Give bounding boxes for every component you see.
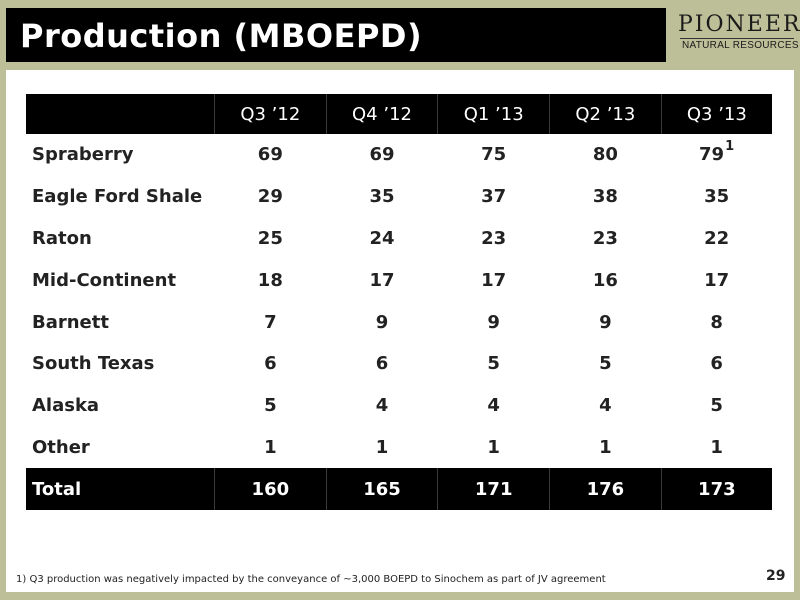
table-cell: 5 bbox=[487, 353, 500, 375]
total-row: Total 160 165 171 176 173 bbox=[26, 468, 772, 511]
total-label: Total bbox=[32, 478, 82, 500]
table-cell: 69 bbox=[257, 144, 283, 166]
total-cell: 176 bbox=[549, 468, 662, 511]
column-header: Q1 ’13 bbox=[437, 94, 550, 134]
total-cell: 160 bbox=[214, 468, 327, 511]
title-bar: Production (MBOEPD) bbox=[6, 8, 666, 62]
row-label: Eagle Ford Shale bbox=[32, 186, 203, 208]
table-row: Barnett 7 9 9 9 8 bbox=[26, 301, 772, 343]
table-cell: 5 bbox=[710, 395, 723, 417]
table-row: Other 1 1 1 1 1 bbox=[26, 427, 772, 469]
logo-subtitle: NATURAL RESOURCES bbox=[682, 40, 799, 51]
table-cell: 9 bbox=[487, 311, 500, 333]
table-cell-value: 79 bbox=[699, 144, 725, 166]
row-label: Barnett bbox=[32, 311, 109, 333]
table-cell: 7 bbox=[264, 311, 277, 333]
table-row: Alaska 5 4 4 4 5 bbox=[26, 385, 772, 427]
table-row: Mid-Continent 18 17 17 16 17 bbox=[26, 259, 772, 301]
table-cell: 1 bbox=[487, 436, 500, 458]
table-cell: 1 bbox=[710, 436, 723, 458]
row-label: South Texas bbox=[32, 353, 155, 375]
pioneer-logo: PIONEER NATURAL RESOURCES bbox=[678, 12, 799, 56]
total-cell: 165 bbox=[325, 468, 438, 511]
table-cell: 1 bbox=[264, 436, 277, 458]
table-cell: 23 bbox=[592, 227, 618, 249]
table-cell: 17 bbox=[481, 269, 507, 291]
table-cell: 8 bbox=[710, 311, 723, 333]
row-label: Mid-Continent bbox=[32, 269, 177, 291]
row-label: Raton bbox=[32, 227, 92, 249]
table-cell: 69 bbox=[369, 144, 395, 166]
header-corner-cell bbox=[26, 94, 215, 134]
table-row: Spraberry 69 69 75 80 791 bbox=[26, 134, 772, 176]
logo-divider bbox=[680, 38, 794, 39]
table-cell: 6 bbox=[375, 353, 389, 375]
row-label: Spraberry bbox=[32, 144, 134, 166]
table-cell: 24 bbox=[369, 227, 395, 249]
table-header-row: Q3 ’12 Q4 ’12 Q1 ’13 Q2 ’13 Q3 ’13 bbox=[26, 94, 772, 134]
footnote-marker: 1 bbox=[725, 139, 735, 155]
slide-title: Production (MBOEPD) bbox=[20, 17, 423, 55]
column-header: Q4 ’12 bbox=[325, 94, 438, 134]
page-number: 29 bbox=[766, 568, 786, 584]
table-cell: 1 bbox=[599, 436, 612, 458]
table-cell: 35 bbox=[369, 186, 395, 208]
table-cell: 35 bbox=[704, 186, 730, 208]
table-cell: 4 bbox=[487, 395, 500, 417]
table-row: Eagle Ford Shale 29 35 37 38 35 bbox=[26, 176, 772, 218]
table-cell: 6 bbox=[710, 353, 723, 375]
table-cell: 6 bbox=[264, 353, 277, 375]
table-cell: 4 bbox=[599, 395, 612, 417]
table-cell: 9 bbox=[599, 311, 612, 333]
total-cell: 171 bbox=[437, 468, 550, 511]
column-header: Q3 ’13 bbox=[660, 94, 772, 134]
table-cell: 38 bbox=[592, 186, 618, 208]
table-cell: 16 bbox=[592, 269, 618, 291]
logo-name: PIONEER bbox=[678, 12, 800, 37]
table-cell: 37 bbox=[481, 186, 507, 208]
table-cell-with-footnote: 791 bbox=[661, 134, 772, 176]
row-label: Alaska bbox=[32, 395, 100, 417]
table-cell: 17 bbox=[704, 269, 730, 291]
column-header: Q2 ’13 bbox=[549, 94, 662, 134]
table-cell: 80 bbox=[592, 144, 618, 166]
production-table: Q3 ’12 Q4 ’12 Q1 ’13 Q2 ’13 Q3 ’13 Sprab… bbox=[26, 94, 772, 511]
table-cell: 25 bbox=[257, 227, 283, 249]
content-panel: Q3 ’12 Q4 ’12 Q1 ’13 Q2 ’13 Q3 ’13 Sprab… bbox=[6, 70, 794, 592]
table-cell: 9 bbox=[375, 311, 389, 333]
table-cell: 75 bbox=[481, 144, 507, 166]
table-cell: 17 bbox=[369, 269, 395, 291]
table-row: Raton 25 24 23 23 22 bbox=[26, 218, 772, 260]
table-row: South Texas 6 6 5 5 6 bbox=[26, 343, 772, 385]
table-cell: 23 bbox=[481, 227, 507, 249]
row-label: Other bbox=[32, 436, 90, 458]
table-cell: 1 bbox=[375, 436, 389, 458]
column-header: Q3 ’12 bbox=[214, 94, 327, 134]
total-cell: 173 bbox=[660, 468, 772, 511]
table-cell: 18 bbox=[257, 269, 283, 291]
table-cell: 4 bbox=[375, 395, 389, 417]
table-cell: 5 bbox=[264, 395, 277, 417]
table-cell: 22 bbox=[704, 227, 730, 249]
footnote: 1) Q3 production was negatively impacted… bbox=[16, 574, 606, 585]
table-cell: 29 bbox=[257, 186, 283, 208]
table-cell: 5 bbox=[599, 353, 612, 375]
